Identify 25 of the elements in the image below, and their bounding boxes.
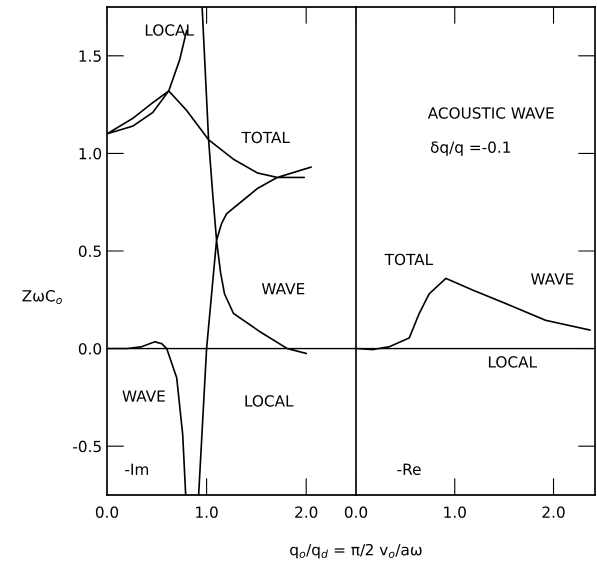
y-tick-label: 0.0 [78,343,102,355]
x-tick-label: 1.0 [196,506,218,518]
x-tick-label: 1.0 [444,506,466,518]
y-tick-label: 0.5 [78,245,101,258]
y-tick-label: 1.5 [80,50,101,62]
annotation: WAVE [262,283,304,294]
annotation: TOTAL [241,132,290,144]
annotation: WAVE [122,390,165,402]
annotation: LOCAL [245,395,294,407]
y-tick-label: 1.0 [80,148,102,160]
x-axis-title: q$_{o}$/q$_{d}$ = π/2 v$_{o}$/aω [290,544,422,558]
x-tick-label: 0.0 [344,506,368,518]
x-tick-label: 2.0 [295,506,318,518]
annotation: TOTAL [384,254,434,266]
y-tick-label: -0.5 [73,440,101,452]
annotation: ACOUSTIC WAVE [428,107,554,119]
x-tick-label: 0.0 [96,506,118,518]
annotation: WAVE [530,273,574,284]
annotation: -Im [125,464,148,475]
annotation: -Re [397,464,421,476]
x-tick-label: 2.0 [542,506,565,518]
annotation: LOCAL [146,24,194,36]
y-axis-title: ZωC$_{o}$ [22,290,62,304]
annotation: LOCAL [488,356,537,368]
annotation: δq/q =-0.1 [430,141,510,156]
